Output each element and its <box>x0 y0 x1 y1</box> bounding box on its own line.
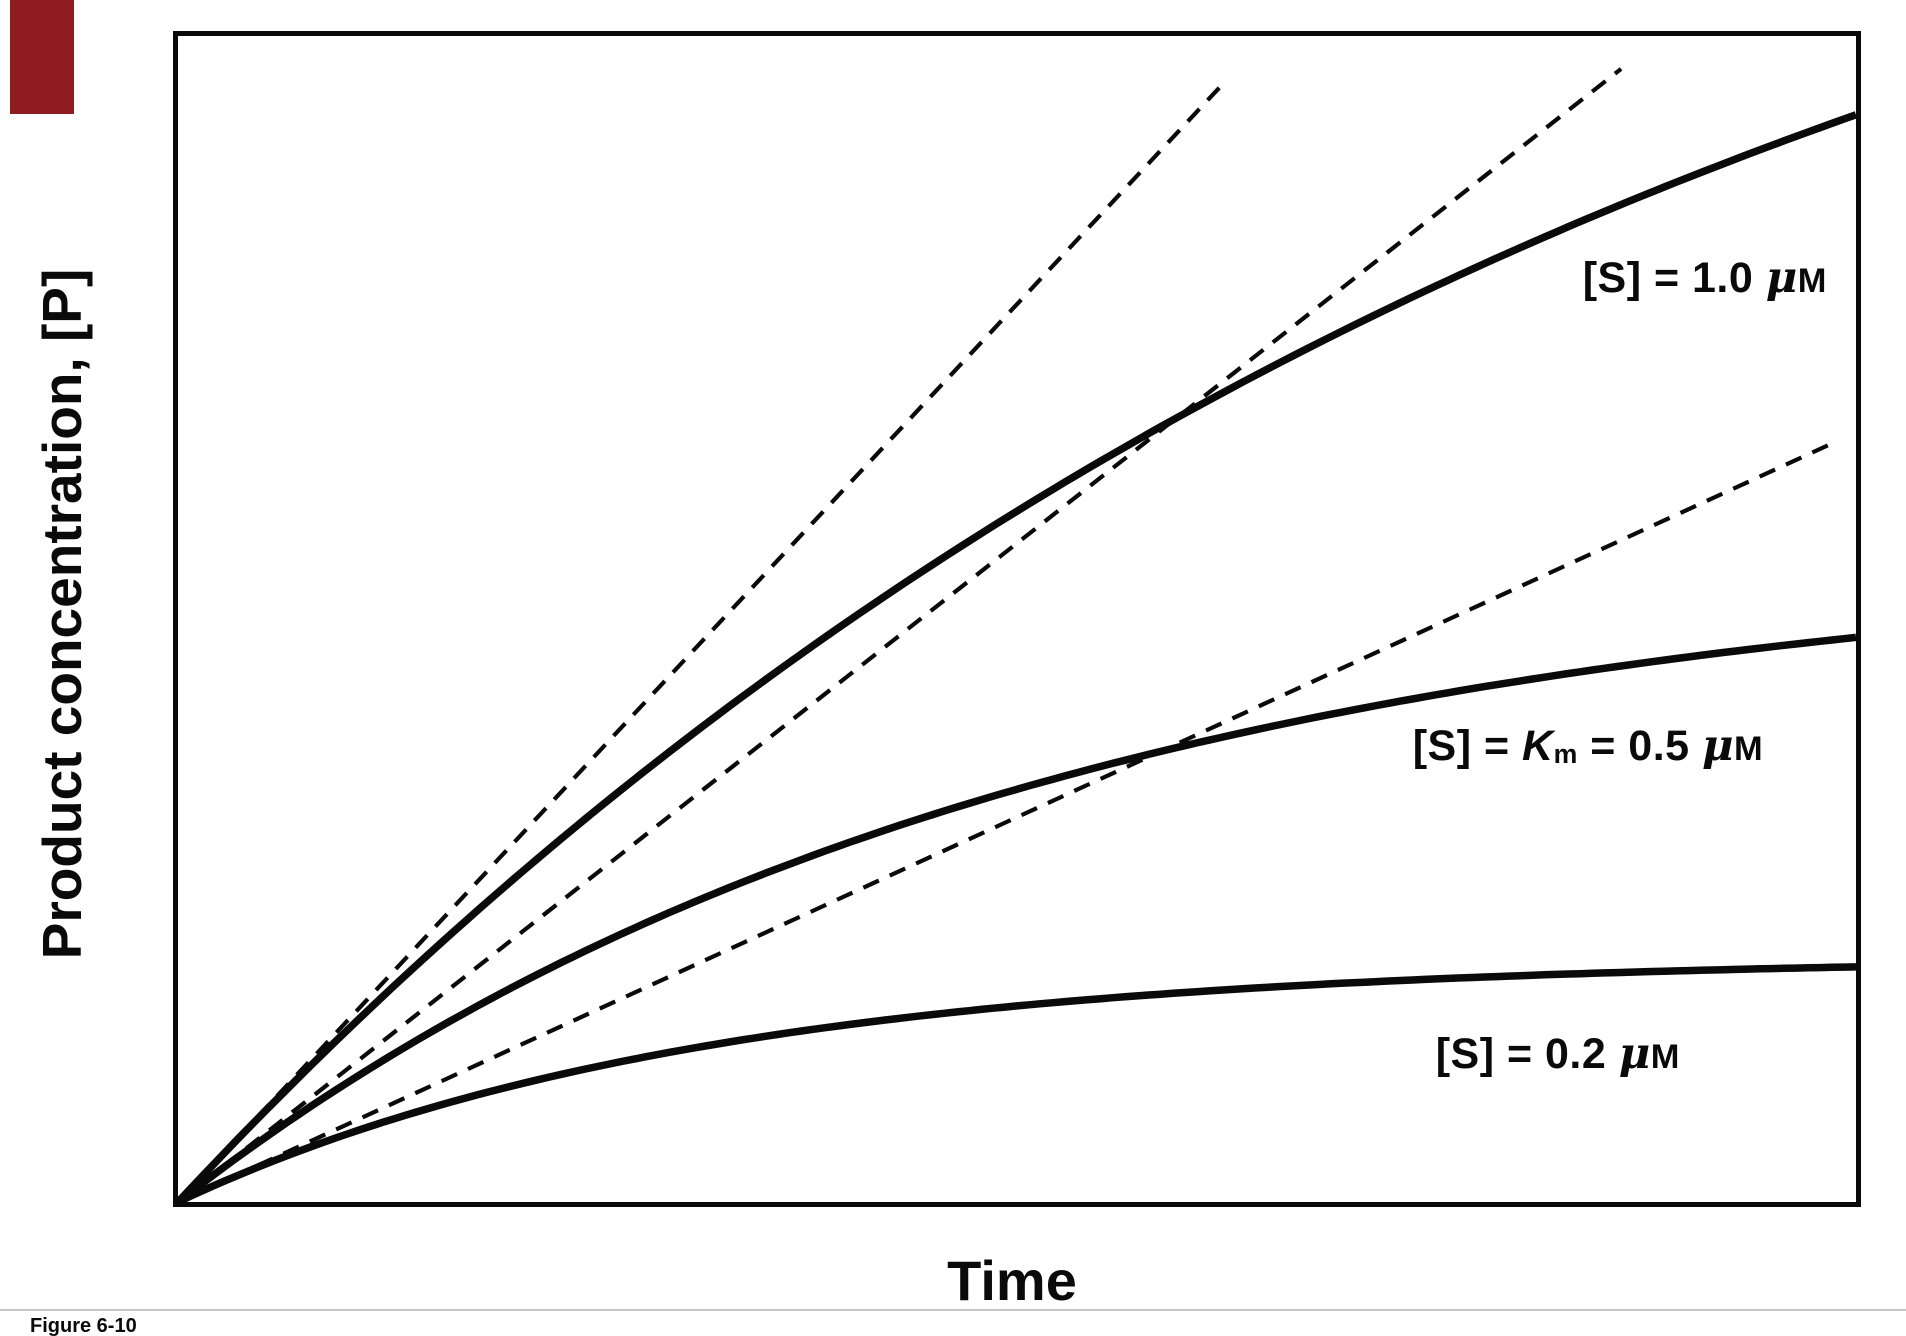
tangent-line-1 <box>178 78 1229 1202</box>
unit-m: M <box>1797 262 1827 300</box>
label-text: = 0.5 <box>1577 722 1703 770</box>
unit-m: M <box>1734 730 1764 768</box>
progress-curve-1 <box>178 111 1856 1202</box>
curve-label-s-0.2: [S] = 0.2 μM <box>1361 980 1680 1128</box>
page-divider-line <box>0 1309 1906 1311</box>
label-text: [S] = <box>1412 722 1523 770</box>
curve-label-s-km-0.5: [S] = Km = 0.5 μM <box>1338 672 1763 820</box>
mu-symbol: μ <box>1765 253 1798 303</box>
x-axis-label: Time <box>947 1249 1077 1312</box>
km-subscript: m <box>1553 739 1578 770</box>
curves-svg <box>178 67 1856 1202</box>
tangent-line-2 <box>178 67 1623 1202</box>
plot-area: [S] = 1.0 μM [S] = Km = 0.5 μM [S] = 0.2… <box>173 31 1861 1207</box>
corner-red-tab <box>10 0 74 114</box>
mu-symbol: μ <box>1702 721 1734 771</box>
curve-label-s-1.0: [S] = 1.0 μM <box>1508 204 1827 352</box>
label-text: [S] = 0.2 <box>1435 1030 1619 1078</box>
figure-caption: Figure 6-10 <box>30 1315 137 1336</box>
y-axis-label: Product concentration, [P] <box>31 268 93 960</box>
progress-curve-3 <box>178 963 1856 1202</box>
label-text: [S] = 1.0 <box>1582 254 1766 302</box>
unit-m: M <box>1650 1038 1680 1076</box>
tangent-line-3 <box>178 442 1832 1202</box>
progress-curve-2 <box>178 633 1856 1202</box>
mu-symbol: μ <box>1618 1029 1651 1079</box>
km-variable: K <box>1522 722 1554 770</box>
